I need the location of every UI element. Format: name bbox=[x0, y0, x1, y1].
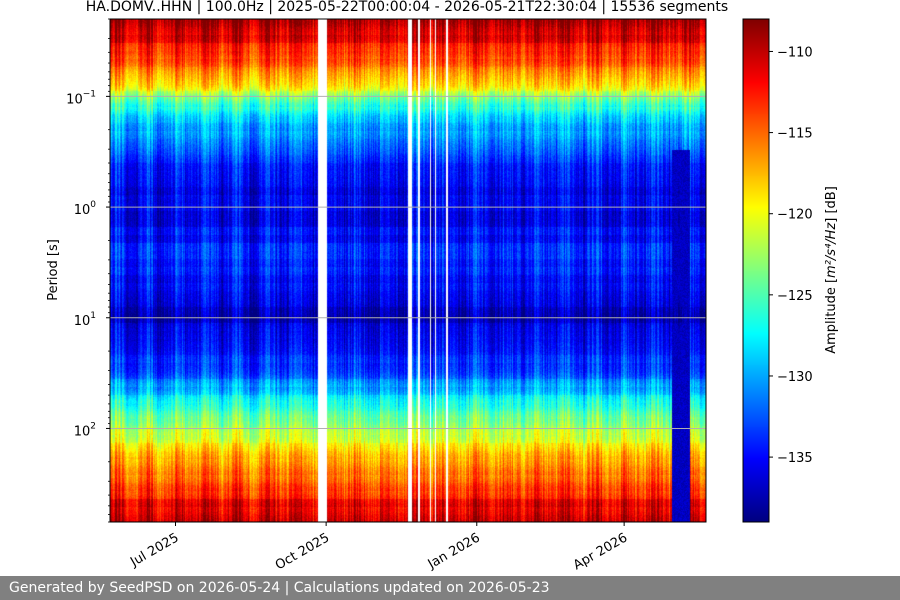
colorbar-label-units: m²/s⁴/Hz bbox=[824, 222, 839, 278]
footer-text: Generated by SeedPSD on 2026-05-24 | Cal… bbox=[9, 580, 550, 596]
colorbar-frame bbox=[742, 18, 770, 523]
colorbar-tick-label: −115 bbox=[777, 127, 813, 142]
y-tick-label: 100 bbox=[74, 200, 97, 218]
colorbar-ticks: −110 −115 −120 −125 −130 −135 bbox=[769, 45, 813, 466]
colorbar-tick-label: −125 bbox=[777, 289, 813, 304]
x-tick-label: Oct 2025 bbox=[273, 530, 332, 573]
colorbar-tick-label: −120 bbox=[777, 208, 813, 223]
y-axis-label: Period [s] bbox=[46, 239, 61, 301]
figure: HA.DOMV..HHN | 100.0Hz | 2025-05-22T00:0… bbox=[46, 0, 839, 573]
colorbar-label-suffix: ] [dB] bbox=[824, 186, 839, 223]
plot-frame bbox=[109, 18, 707, 523]
x-tick-label: Jan 2026 bbox=[425, 530, 483, 572]
chart-title: HA.DOMV..HHN | 100.0Hz | 2025-05-22T00:0… bbox=[86, 0, 728, 15]
colorbar: −110 −115 −120 −125 −130 −135 Amplitude [m²/s… bbox=[742, 18, 839, 523]
colorbar-label-prefix: Amplitude [ bbox=[824, 278, 839, 354]
y-tick-label: 102 bbox=[74, 421, 96, 439]
colorbar-tick-label: −110 bbox=[777, 45, 813, 60]
footer-bar: Generated by SeedPSD on 2026-05-24 | Cal… bbox=[0, 576, 900, 600]
x-axis: Jul 2025 Oct 2025 Jan 2026 Apr 2026 bbox=[127, 522, 630, 573]
colorbar-gradient bbox=[743, 19, 769, 522]
y-tick-label: 101 bbox=[74, 311, 96, 329]
spectrogram-heatmap bbox=[110, 19, 706, 522]
x-tick-label: Apr 2026 bbox=[571, 530, 630, 573]
colorbar-tick-label: −130 bbox=[777, 370, 813, 385]
y-tick-label: 10−1 bbox=[66, 89, 96, 107]
spectrogram-plot bbox=[109, 18, 707, 523]
colorbar-label: Amplitude [m²/s⁴/Hz] [dB] bbox=[824, 186, 839, 354]
grid-lines bbox=[110, 95, 706, 429]
colorbar-tick-label: −135 bbox=[777, 451, 813, 466]
x-tick-label: Jul 2025 bbox=[127, 530, 181, 570]
y-axis: 10−1 100 101 102 bbox=[66, 18, 110, 523]
